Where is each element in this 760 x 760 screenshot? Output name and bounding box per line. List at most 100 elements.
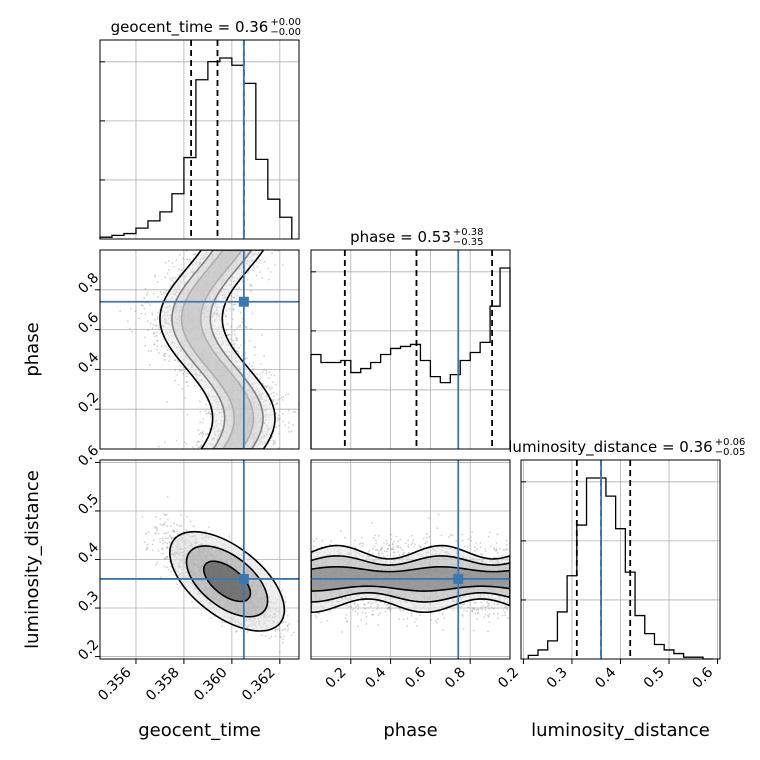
scatter-point xyxy=(292,410,295,413)
scatter-point xyxy=(272,400,274,402)
scatter-point xyxy=(286,614,289,617)
scatter-point xyxy=(259,271,262,274)
scatter-point xyxy=(156,280,159,283)
scatter-point xyxy=(247,271,249,274)
scatter-point xyxy=(261,276,264,279)
scatter-point xyxy=(174,379,176,382)
scatter-point xyxy=(159,290,162,293)
scatter-point xyxy=(178,525,181,527)
scatter-point xyxy=(231,318,234,320)
scatter-point xyxy=(227,333,230,336)
scatter-point xyxy=(143,297,146,300)
scatter-point xyxy=(155,529,158,532)
scatter-point xyxy=(278,651,281,653)
scatter-point xyxy=(263,260,266,263)
scatter-point xyxy=(147,329,150,332)
scatter-point xyxy=(205,433,207,435)
scatter-point xyxy=(153,343,156,345)
scatter-point xyxy=(263,355,266,358)
scatter-point xyxy=(308,427,310,429)
scatter-point xyxy=(163,441,166,444)
scatter-point xyxy=(171,277,174,279)
scatter-point xyxy=(234,292,236,295)
scatter-point xyxy=(233,347,236,349)
scatter-point xyxy=(275,412,278,415)
scatter-point xyxy=(236,337,239,340)
scatter-point xyxy=(268,388,271,391)
scatter-point xyxy=(272,391,275,394)
scatter-point xyxy=(159,576,162,579)
scatter-point xyxy=(175,259,178,262)
scatter-point xyxy=(165,557,168,560)
scatter-point xyxy=(171,529,174,532)
scatter-point xyxy=(197,446,199,449)
scatter-point xyxy=(179,253,181,256)
scatter-point xyxy=(159,541,162,543)
scatter-point xyxy=(202,433,205,436)
scatter-point xyxy=(187,372,189,375)
scatter-point xyxy=(143,336,146,339)
scatter-point xyxy=(250,327,252,330)
scatter-point xyxy=(230,294,233,297)
scatter-point xyxy=(149,322,152,325)
scatter-point xyxy=(284,601,287,604)
scatter-point xyxy=(205,412,208,415)
scatter-point xyxy=(224,315,227,318)
scatter-point xyxy=(172,522,175,525)
scatter-point xyxy=(180,369,183,372)
scatter-point xyxy=(245,325,247,328)
scatter-point xyxy=(166,542,169,545)
scatter-point xyxy=(272,442,275,444)
scatter-point xyxy=(145,293,148,296)
scatter-point xyxy=(270,374,273,376)
scatter-point xyxy=(238,287,241,290)
scatter-point xyxy=(303,656,305,658)
scatter-point xyxy=(278,398,281,400)
scatter-point xyxy=(229,338,232,341)
scatter-point xyxy=(152,292,155,295)
scatter-point xyxy=(170,537,173,540)
scatter-point xyxy=(166,495,169,498)
scatter-point xyxy=(286,625,289,628)
scatter-point xyxy=(181,269,184,272)
scatter-point xyxy=(165,290,168,292)
scatter-point xyxy=(284,628,287,631)
scatter-point xyxy=(263,368,265,371)
scatter-point xyxy=(256,373,259,376)
scatter-point xyxy=(206,433,209,435)
scatter-point xyxy=(146,291,149,294)
scatter-point xyxy=(134,310,137,313)
scatter-point xyxy=(163,523,166,526)
scatter-point xyxy=(225,309,228,312)
scatter-point xyxy=(221,621,224,624)
scatter-point xyxy=(270,387,273,390)
scatter-point xyxy=(275,403,277,405)
scatter-point xyxy=(277,414,280,417)
scatter-point xyxy=(287,393,289,396)
scatter-point xyxy=(170,279,173,282)
scatter-point xyxy=(166,547,168,550)
scatter-point xyxy=(226,334,229,337)
scatter-point xyxy=(164,355,166,358)
scatter-point xyxy=(169,565,172,568)
scatter-point xyxy=(174,369,177,371)
scatter-point xyxy=(205,403,207,406)
scatter-point xyxy=(164,537,167,540)
scatter-point xyxy=(167,531,170,534)
scatter-point xyxy=(199,421,202,424)
scatter-point xyxy=(191,601,193,603)
scatter-point xyxy=(229,333,232,336)
scatter-point xyxy=(232,308,235,310)
scatter-point xyxy=(129,327,131,330)
scatter-point xyxy=(146,547,149,549)
scatter-point xyxy=(259,259,262,262)
scatter-point xyxy=(168,541,171,543)
scatter-point xyxy=(159,332,162,334)
scatter-point xyxy=(276,403,279,406)
scatter-point xyxy=(259,373,262,376)
scatter-point xyxy=(155,345,158,347)
scatter-point xyxy=(290,430,293,433)
scatter-point xyxy=(232,339,235,342)
scatter-point xyxy=(156,318,159,320)
scatter-point xyxy=(284,621,287,623)
